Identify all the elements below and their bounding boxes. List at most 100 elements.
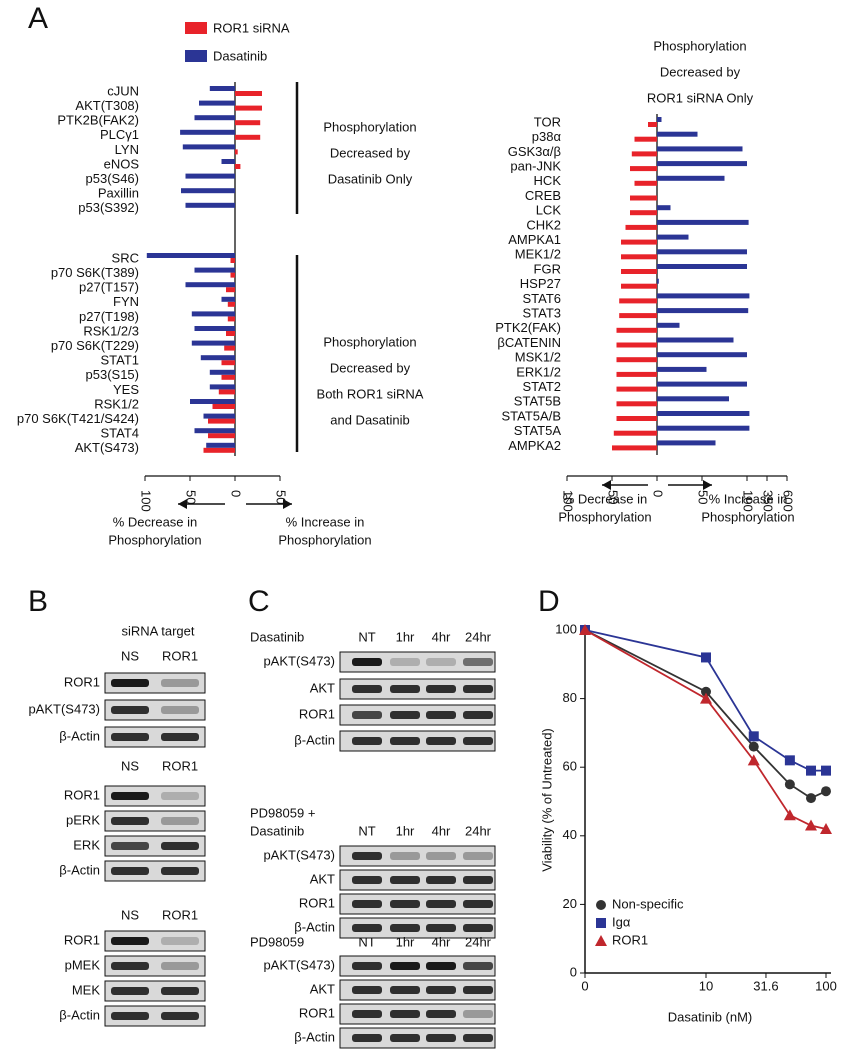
lane-label: ROR1 (162, 907, 198, 922)
band (352, 685, 382, 693)
bar (181, 188, 235, 194)
lane-label: 4hr (432, 823, 451, 838)
category-label: pan-JNK (510, 159, 561, 174)
x-tick-label: 100 (741, 490, 756, 512)
panel-label: C (248, 585, 270, 618)
band (161, 733, 199, 741)
point (821, 765, 831, 776)
bar (226, 331, 235, 336)
category-label: MEK1/2 (515, 247, 561, 262)
bar (218, 389, 235, 395)
blot-strip (339, 845, 496, 867)
row-label: ROR1 (64, 932, 100, 947)
bar (648, 122, 657, 127)
bar (194, 267, 235, 273)
y-tick-label: 80 (563, 690, 577, 705)
category-label: AKT(S473) (75, 440, 139, 455)
bar (613, 430, 657, 436)
y-tick-label: 20 (563, 896, 577, 911)
band (161, 867, 199, 875)
bar (221, 296, 235, 302)
band (352, 1010, 382, 1018)
band (111, 937, 149, 945)
bar (657, 219, 749, 225)
bar (224, 345, 235, 351)
bar (621, 239, 657, 245)
bar (616, 342, 657, 348)
bar (185, 202, 235, 208)
lane-label: 4hr (432, 934, 451, 949)
bar (657, 117, 662, 122)
legend-label: Dasatinib (213, 48, 267, 63)
lane-label: 24hr (465, 934, 492, 949)
band (161, 679, 199, 687)
category-label: AMPKA1 (508, 232, 561, 247)
category-label: HSP27 (520, 276, 561, 291)
x-tick-label: 50 (696, 490, 711, 504)
row-label: AKT (310, 871, 335, 886)
bar (657, 249, 747, 255)
category-label: p27(T198) (79, 309, 139, 324)
bar (209, 369, 235, 375)
band (426, 924, 456, 932)
x-axis-label: Phosphorylation (558, 509, 651, 524)
y-tick-label: 100 (555, 621, 577, 636)
category-label: HCK (534, 173, 562, 188)
band (463, 900, 493, 908)
bar (621, 283, 657, 289)
band (426, 737, 456, 745)
bar (221, 360, 235, 366)
band (111, 679, 149, 687)
bar (657, 205, 671, 211)
blot-strip (104, 955, 206, 977)
bar (200, 355, 235, 361)
arrow-head (602, 480, 611, 490)
lane-label: 4hr (432, 629, 451, 644)
category-label: p53(S392) (78, 200, 139, 215)
bar (657, 352, 747, 358)
band (161, 842, 199, 850)
band (390, 1034, 420, 1042)
band (390, 737, 420, 745)
band (161, 962, 199, 970)
band (426, 658, 456, 666)
x-tick-label: 0 (229, 490, 244, 497)
row-label: β-Actin (294, 732, 335, 747)
bar (619, 313, 657, 319)
x-axis-label: % Increase in (709, 491, 788, 506)
bar (657, 308, 749, 314)
row-label: pAKT(S473) (263, 653, 335, 668)
category-label: RSK1/2 (94, 396, 139, 411)
category-label: STAT5A/B (502, 408, 561, 423)
legend-label: ROR1 siRNA (213, 20, 290, 35)
band (352, 962, 382, 970)
band (463, 711, 493, 719)
lane-label: 1hr (396, 823, 415, 838)
category-label: ERK1/2 (516, 364, 561, 379)
annotation: and Dasatinib (330, 412, 410, 427)
band (161, 1012, 199, 1020)
band (463, 986, 493, 994)
band (390, 876, 420, 884)
bar (235, 120, 261, 126)
band (111, 817, 149, 825)
blot-strip (104, 699, 206, 721)
category-label: GSK3α/β (508, 144, 561, 159)
band (426, 962, 456, 970)
x-tick-label: 50 (606, 490, 621, 504)
band (463, 658, 493, 666)
bar (616, 386, 657, 392)
point (748, 741, 759, 752)
band (390, 852, 420, 860)
category-label: STAT5A (514, 423, 562, 438)
lane-label: NS (121, 648, 139, 663)
panel-label: B (28, 585, 48, 618)
band (463, 852, 493, 860)
bar (194, 326, 235, 331)
category-label: p27(T157) (79, 280, 139, 295)
band (352, 737, 382, 745)
point (748, 731, 759, 742)
point (701, 652, 711, 663)
bar (230, 272, 235, 278)
band (352, 876, 382, 884)
